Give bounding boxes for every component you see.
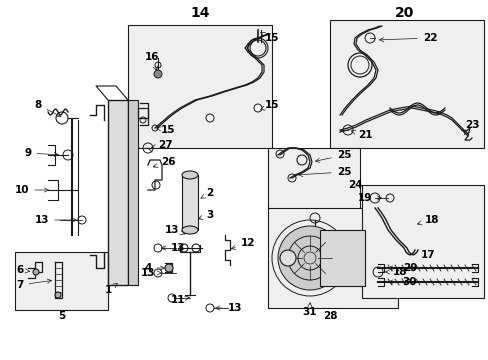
Text: 22: 22 — [379, 33, 436, 43]
Text: 12: 12 — [231, 238, 255, 249]
Text: 30: 30 — [388, 277, 416, 287]
Text: 13: 13 — [35, 215, 76, 225]
Bar — [361, 185, 483, 298]
Text: 18: 18 — [385, 267, 407, 277]
Bar — [267, 208, 397, 308]
Text: 7: 7 — [16, 279, 51, 290]
Bar — [15, 252, 108, 310]
Text: 18: 18 — [417, 215, 438, 225]
Text: 15: 15 — [260, 32, 279, 43]
Text: 5: 5 — [58, 311, 65, 321]
Text: 16: 16 — [144, 52, 159, 71]
Bar — [128, 100, 138, 285]
Text: 28: 28 — [322, 311, 337, 321]
Text: 15: 15 — [260, 100, 279, 110]
Circle shape — [164, 264, 173, 272]
Text: 14: 14 — [190, 6, 209, 20]
Text: 1: 1 — [104, 283, 117, 295]
Text: 20: 20 — [394, 6, 414, 20]
Ellipse shape — [182, 171, 198, 179]
Text: 8: 8 — [34, 100, 61, 116]
Text: 24: 24 — [347, 180, 362, 190]
Text: 17: 17 — [420, 250, 434, 260]
Text: 4: 4 — [144, 263, 164, 273]
Bar — [267, 148, 359, 210]
Text: 19: 19 — [357, 193, 381, 203]
Text: 6: 6 — [16, 265, 29, 275]
Circle shape — [154, 70, 162, 78]
Text: 27: 27 — [151, 140, 172, 150]
Text: 25: 25 — [298, 167, 350, 177]
Text: 23: 23 — [463, 120, 478, 135]
Text: 13: 13 — [141, 268, 161, 278]
Text: 13: 13 — [164, 225, 184, 235]
Bar — [182, 175, 198, 230]
Text: 13: 13 — [215, 303, 242, 313]
Text: 15: 15 — [157, 125, 175, 135]
Text: 3: 3 — [198, 210, 213, 220]
Circle shape — [278, 226, 341, 290]
Text: 26: 26 — [153, 157, 175, 167]
Text: 9: 9 — [24, 148, 59, 158]
Text: 25: 25 — [315, 150, 350, 162]
Text: 31: 31 — [302, 303, 317, 317]
Bar — [128, 25, 271, 148]
Bar — [329, 20, 483, 148]
Text: 29: 29 — [388, 263, 416, 273]
Bar — [319, 230, 364, 286]
Text: 11: 11 — [170, 295, 189, 305]
Ellipse shape — [182, 226, 198, 234]
Text: 2: 2 — [201, 188, 213, 198]
Circle shape — [55, 292, 61, 298]
Text: 21: 21 — [351, 130, 371, 140]
Circle shape — [280, 250, 295, 266]
Text: 13: 13 — [161, 243, 185, 253]
Bar — [108, 100, 128, 285]
Text: 10: 10 — [15, 185, 48, 195]
Circle shape — [33, 269, 39, 275]
